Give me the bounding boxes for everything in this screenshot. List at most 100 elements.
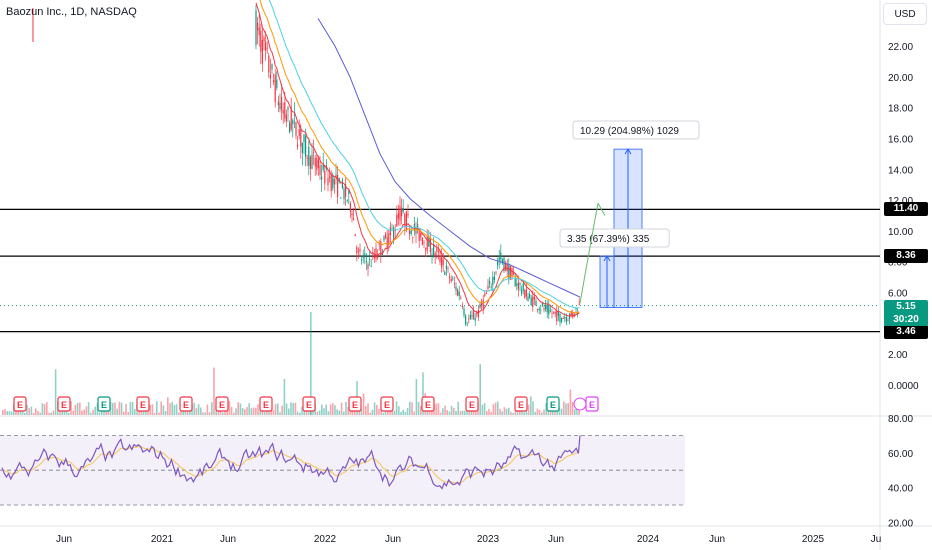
earnings-marker: E xyxy=(259,396,273,412)
measure-arrowhead xyxy=(624,148,632,155)
candle-body xyxy=(309,156,311,169)
candle-body xyxy=(516,283,518,286)
volume-bar xyxy=(402,409,404,415)
volume-bar xyxy=(167,397,169,415)
volume-bar xyxy=(134,409,136,415)
earnings-marker: E xyxy=(136,396,150,412)
candle-body xyxy=(497,261,499,266)
volume-bar xyxy=(470,410,473,415)
candle-body xyxy=(561,317,563,322)
candle-body xyxy=(277,101,279,106)
volume-bar xyxy=(523,412,525,415)
volume-bar xyxy=(508,407,510,415)
candle-body xyxy=(490,286,492,288)
time-tick-label: Jun xyxy=(56,534,72,545)
candle-body xyxy=(327,178,329,186)
candle-body xyxy=(423,241,425,243)
volume-bar xyxy=(343,411,345,415)
volume-bar xyxy=(389,409,391,415)
volume-bar xyxy=(74,404,77,415)
volume-bar xyxy=(246,407,248,415)
candle-body xyxy=(284,102,286,119)
earnings-marker: E xyxy=(514,396,528,412)
price-tick-label: 2.00 xyxy=(888,350,908,361)
volume-bar xyxy=(347,407,349,415)
time-tick-label: Jun xyxy=(385,534,401,545)
volume-bar xyxy=(519,409,521,415)
volume-bar xyxy=(547,408,550,415)
earnings-letter: E xyxy=(384,400,390,410)
earnings-marker: E xyxy=(13,396,27,412)
candle-body xyxy=(265,42,267,51)
volume-bar xyxy=(406,407,409,415)
currency-button[interactable]: USD xyxy=(883,3,927,25)
volume-bar xyxy=(345,401,347,415)
earnings-letter: E xyxy=(469,400,475,410)
candle-body xyxy=(281,96,283,111)
volume-bar xyxy=(272,409,275,415)
ema-long-line xyxy=(317,18,581,298)
earnings-letter: E xyxy=(183,400,189,410)
price-tick-label: 22.00 xyxy=(888,42,913,53)
candle-body xyxy=(449,276,451,279)
candle-body xyxy=(258,27,260,36)
volume-bar xyxy=(435,403,437,415)
volume-bar xyxy=(160,401,162,415)
volume-bar xyxy=(393,410,396,415)
earnings-letter: E xyxy=(17,400,23,410)
volume-bar xyxy=(516,411,519,415)
candle-body xyxy=(285,114,287,122)
candle-body xyxy=(405,211,407,230)
volume-bar xyxy=(131,402,134,415)
earnings-box xyxy=(380,396,394,412)
candle-body xyxy=(279,102,281,109)
candle-body xyxy=(481,302,483,306)
price-tick-label: 6.00 xyxy=(888,289,908,300)
candle-body xyxy=(319,165,321,175)
volume-bar xyxy=(475,411,477,415)
candle-body xyxy=(346,199,348,201)
candle-body xyxy=(546,304,548,313)
volume-bar xyxy=(173,404,176,415)
volume-bar xyxy=(310,410,312,415)
volume-bar xyxy=(323,408,325,415)
candle-body xyxy=(429,237,431,253)
earnings-marker: E xyxy=(465,396,479,412)
earnings-marker: E xyxy=(380,396,394,412)
candle-body xyxy=(260,30,262,52)
volume-bar xyxy=(310,312,312,415)
candle-body xyxy=(409,230,411,235)
volume-bar xyxy=(206,404,209,415)
candle-body xyxy=(317,159,319,169)
candle-body xyxy=(562,318,564,320)
candle-body xyxy=(287,107,289,110)
candle-body xyxy=(412,237,414,239)
volume-bar xyxy=(545,403,547,415)
volume-bar xyxy=(283,378,286,415)
volume-bar xyxy=(151,404,154,415)
chart-title: Baozun Inc., 1D, NASDAQ xyxy=(6,6,137,18)
volume-bar xyxy=(114,402,116,415)
volume-bar xyxy=(329,404,332,415)
candle-body xyxy=(316,157,318,170)
earnings-marker: E xyxy=(215,396,229,412)
volume-bar xyxy=(391,408,393,415)
candle-body xyxy=(501,258,503,263)
candle-body xyxy=(548,305,550,315)
volume-bar xyxy=(336,409,338,415)
price-tick-label: 16.00 xyxy=(888,135,913,146)
candle-body xyxy=(508,265,510,279)
candle-body xyxy=(378,243,380,245)
volume-bar xyxy=(327,411,330,415)
time-tick-label: 2024 xyxy=(637,534,660,545)
volume-bar xyxy=(26,405,28,415)
volume-bar xyxy=(290,402,292,415)
volume-bar xyxy=(178,412,180,415)
candle-body xyxy=(399,206,401,221)
earnings-marker: E xyxy=(546,396,560,412)
volume-bar xyxy=(149,404,151,415)
volume-bar xyxy=(417,401,420,415)
measure-label-box xyxy=(559,228,670,248)
volume-bar xyxy=(204,412,206,415)
